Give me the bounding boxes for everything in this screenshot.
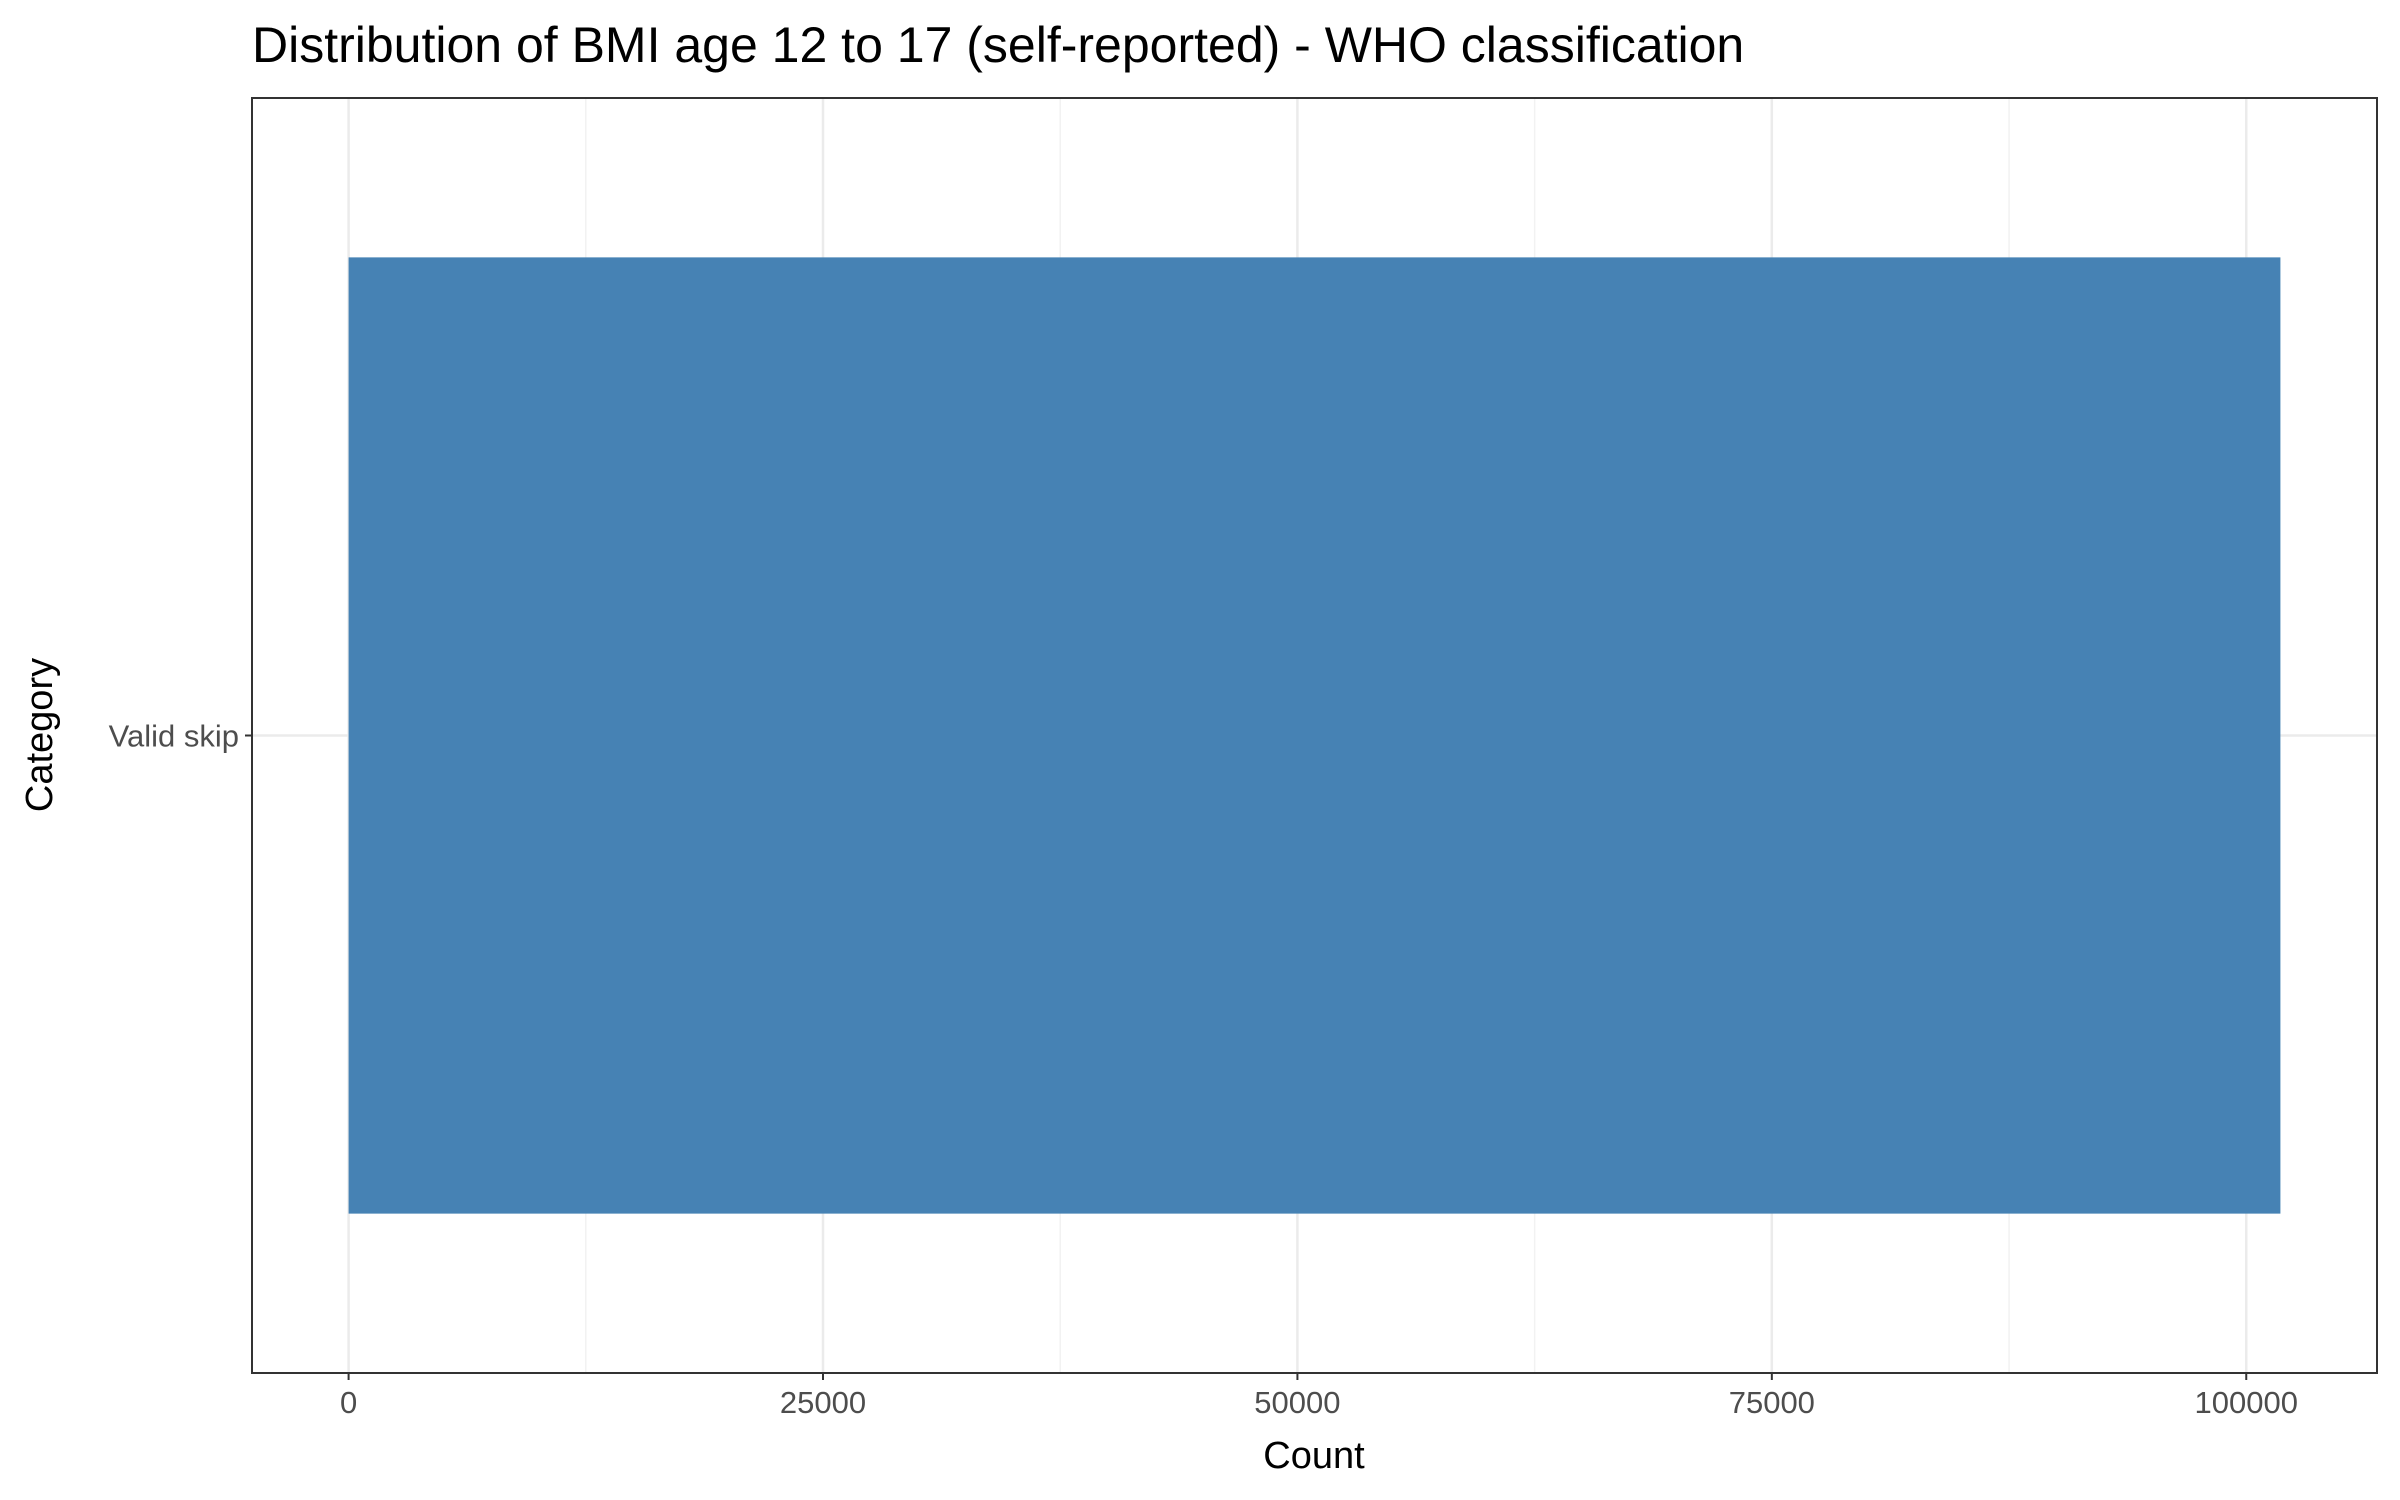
x-tick-label: 0	[340, 1385, 357, 1420]
tick-layer: 0 25000 50000 75000 100000 Valid skip	[109, 719, 2298, 1421]
x-tick-label: 100000	[2195, 1385, 2298, 1420]
x-tick-label: 50000	[1254, 1385, 1340, 1420]
bar-layer	[348, 257, 2281, 1214]
chart-title: Distribution of BMI age 12 to 17 (self-r…	[252, 17, 1744, 73]
x-tick-label: 25000	[780, 1385, 866, 1420]
y-axis-title: Category	[19, 658, 61, 812]
y-tick-label: Valid skip	[109, 719, 239, 754]
bar	[348, 257, 2281, 1214]
x-axis-title: Count	[1263, 1435, 1365, 1477]
x-tick-label: 75000	[1729, 1385, 1815, 1420]
